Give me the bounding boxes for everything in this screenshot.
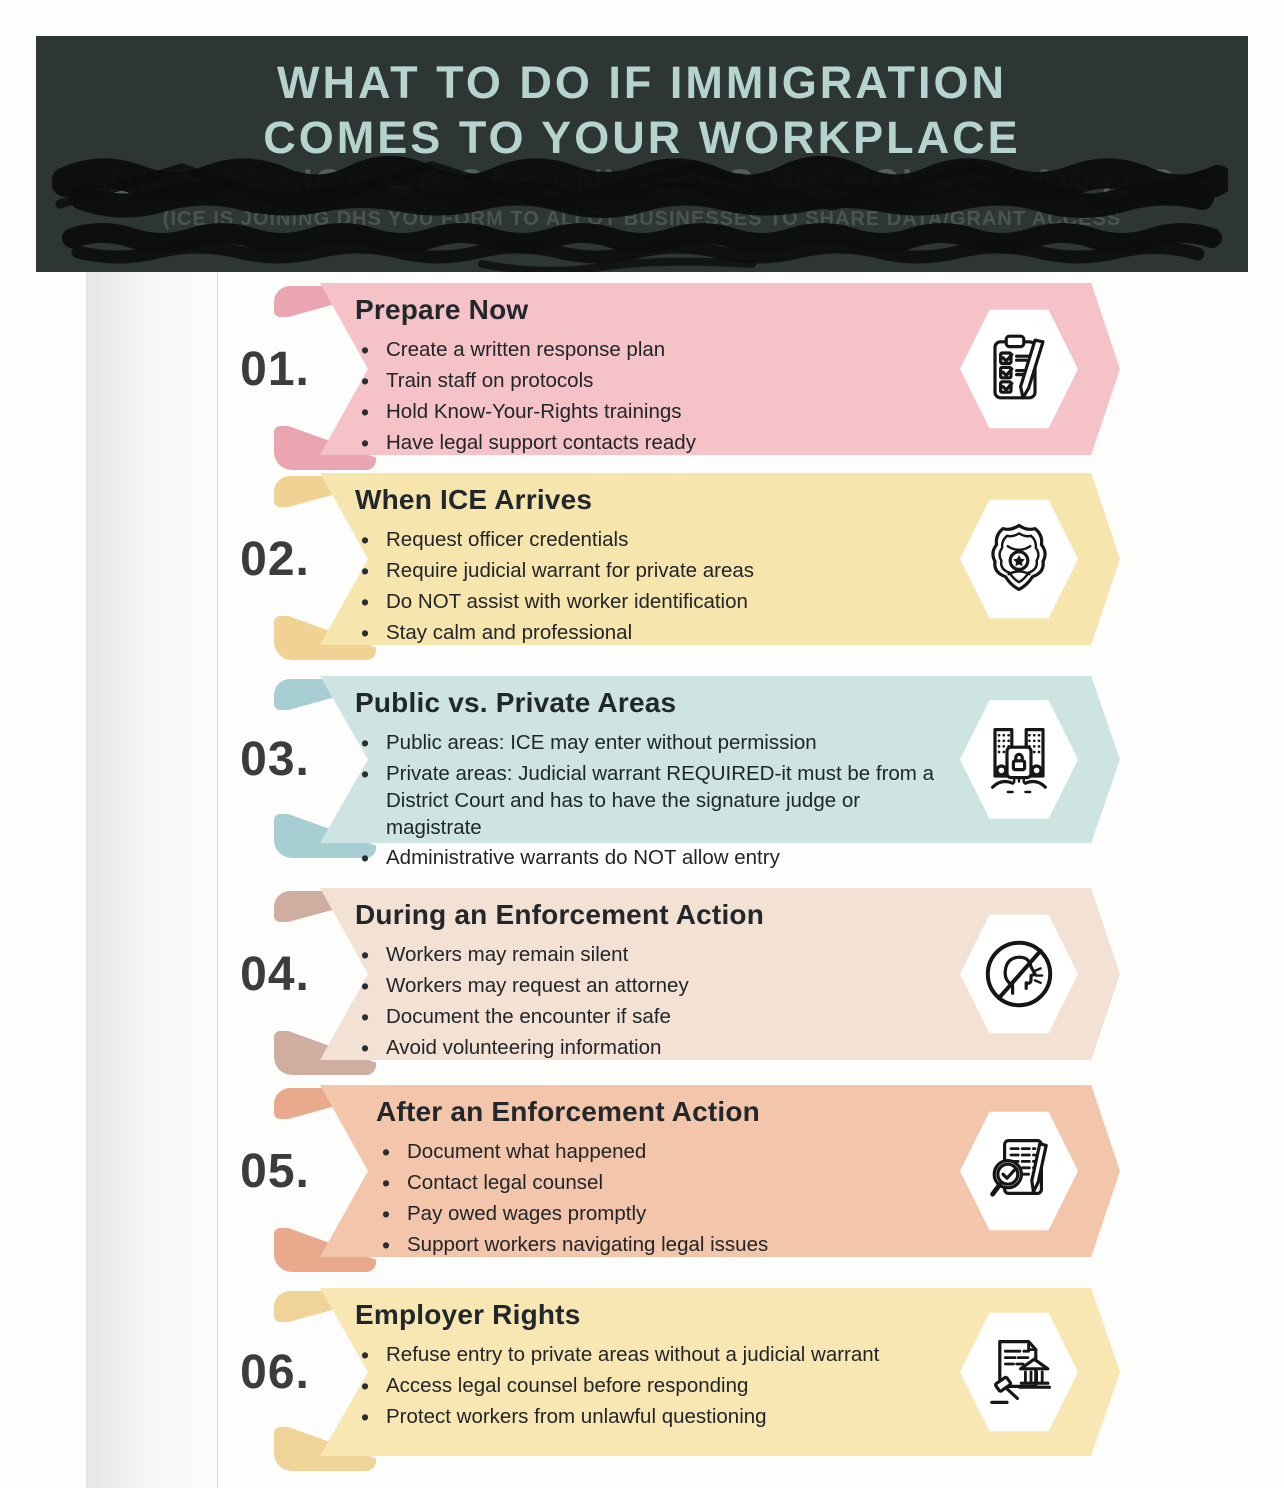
bullet-item: Require judicial warrant for private are…	[355, 556, 947, 586]
bullet-item: Create a written response plan	[355, 335, 947, 365]
bullet-item: Pay owed wages promptly	[376, 1199, 968, 1229]
step-03-number: 03.	[240, 733, 310, 786]
step-04-number: 04.	[240, 947, 310, 1001]
scan-artifact-strip	[86, 272, 218, 1488]
step-01-number: 01.	[240, 342, 310, 396]
bullet-item: Document what happened	[376, 1137, 968, 1167]
step-02: 02. When ICE Arrives Request officer cre…	[0, 473, 1284, 660]
bullet-item: Public areas: ICE may enter without perm…	[355, 728, 947, 758]
step-04-title: During an Enforcement Action	[355, 899, 765, 930]
step-03-title: Public vs. Private Areas	[355, 687, 677, 718]
bullet-item: Support workers navigating legal issues	[376, 1230, 968, 1260]
step-03: 03.	[0, 676, 1284, 873]
bullet-item: Document the encounter if safe	[355, 1002, 947, 1032]
step-01-banner: Prepare Now Create a written response pl…	[272, 283, 1120, 470]
police-badge-icon	[991, 523, 1047, 591]
redacted-text-line2: (ICE IS JOINING DHS YOU FORM TO ALLOT BU…	[162, 208, 1122, 230]
step-03-bullets: Public areas: ICE may enter without perm…	[355, 728, 947, 873]
step-04-content: During an Enforcement Action Workers may…	[355, 899, 947, 1065]
step-06-bullets: Refuse entry to private areas without a …	[355, 1340, 947, 1432]
marker-scribble	[52, 156, 1228, 272]
document-review-icon	[990, 1139, 1048, 1197]
bullet-item: Contact legal counsel	[376, 1168, 968, 1198]
bullet-item: Private areas: Judicial warrant REQUIRED…	[355, 759, 947, 842]
bullet-item: Train staff on protocols	[355, 366, 947, 396]
step-02-bullets: Request officer credentials Require judi…	[355, 525, 947, 648]
step-02-title: When ICE Arrives	[355, 484, 593, 515]
step-06: 06. Employer Rights	[0, 1288, 1284, 1471]
clipboard-checklist-icon	[993, 334, 1045, 400]
bullet-item: Administrative warrants do NOT allow ent…	[355, 843, 947, 873]
bullet-item: Request officer credentials	[355, 525, 947, 555]
poster-title-line2: COMES TO YOUR WORKPLACE	[263, 111, 1021, 163]
step-04: 04. During an Enforcement Action Workers…	[0, 888, 1284, 1075]
step-01: 01. Prepare Now Create a writte	[0, 283, 1284, 470]
bullet-item: Do NOT assist with worker identification	[355, 587, 947, 617]
bullet-item: Avoid volunteering information	[355, 1033, 947, 1063]
step-06-content: Employer Rights Refuse entry to private …	[355, 1299, 947, 1435]
redacted-warning: DO NOT SIGN OR SAY ANYTHING WITHOUT A LA…	[52, 156, 1228, 272]
step-01-title: Prepare Now	[355, 294, 529, 325]
step-03-banner: Public vs. Private Areas Public areas: I…	[272, 676, 1120, 873]
step-04-banner: During an Enforcement Action Workers may…	[272, 888, 1120, 1075]
step-05-content: After an Enforcement Action Document wha…	[376, 1096, 968, 1262]
step-02-content: When ICE Arrives Request officer credent…	[355, 484, 947, 650]
bullet-item: Workers may request an attorney	[355, 971, 947, 1001]
bullet-item: Refuse entry to private areas without a …	[355, 1340, 947, 1370]
poster-title-line1: WHAT TO DO IF IMMIGRATION	[277, 57, 1007, 108]
header-banner: WHAT TO DO IF IMMIGRATION COMES TO YOUR …	[36, 36, 1248, 272]
step-02-number: 02.	[240, 532, 310, 586]
step-06-number: 06.	[240, 1345, 310, 1399]
step-05: 05. After an Enforcement Action	[0, 1085, 1284, 1272]
no-talking-icon	[985, 940, 1053, 1008]
bullet-item: Access legal counsel before responding	[355, 1371, 947, 1401]
step-04-bullets: Workers may remain silent Workers may re…	[355, 940, 947, 1063]
step-02-banner: When ICE Arrives Request officer credent…	[272, 473, 1120, 660]
bullet-item: Hold Know-Your-Rights trainings	[355, 397, 947, 427]
step-01-bullets: Create a written response plan Train sta…	[355, 335, 947, 458]
step-06-title: Employer Rights	[355, 1299, 581, 1330]
step-01-content: Prepare Now Create a written response pl…	[355, 294, 947, 460]
step-03-content: Public vs. Private Areas Public areas: I…	[355, 687, 947, 876]
step-05-bullets: Document what happened Contact legal cou…	[376, 1137, 968, 1260]
buildings-lock-icon	[991, 727, 1047, 793]
step-05-title: After an Enforcement Action	[376, 1096, 760, 1127]
bullet-item: Stay calm and professional	[355, 618, 947, 648]
legal-doc-gavel-icon	[990, 1340, 1051, 1404]
bullet-item: Protect workers from unlawful questionin…	[355, 1402, 947, 1432]
step-05-banner: After an Enforcement Action Document wha…	[272, 1085, 1120, 1272]
bullet-item: Have legal support contacts ready	[355, 428, 947, 458]
step-06-banner: Employer Rights Refuse entry to private …	[272, 1288, 1120, 1471]
bullet-item: Workers may remain silent	[355, 940, 947, 970]
poster-title: WHAT TO DO IF IMMIGRATION COMES TO YOUR …	[36, 36, 1248, 166]
step-05-number: 05.	[240, 1144, 310, 1198]
